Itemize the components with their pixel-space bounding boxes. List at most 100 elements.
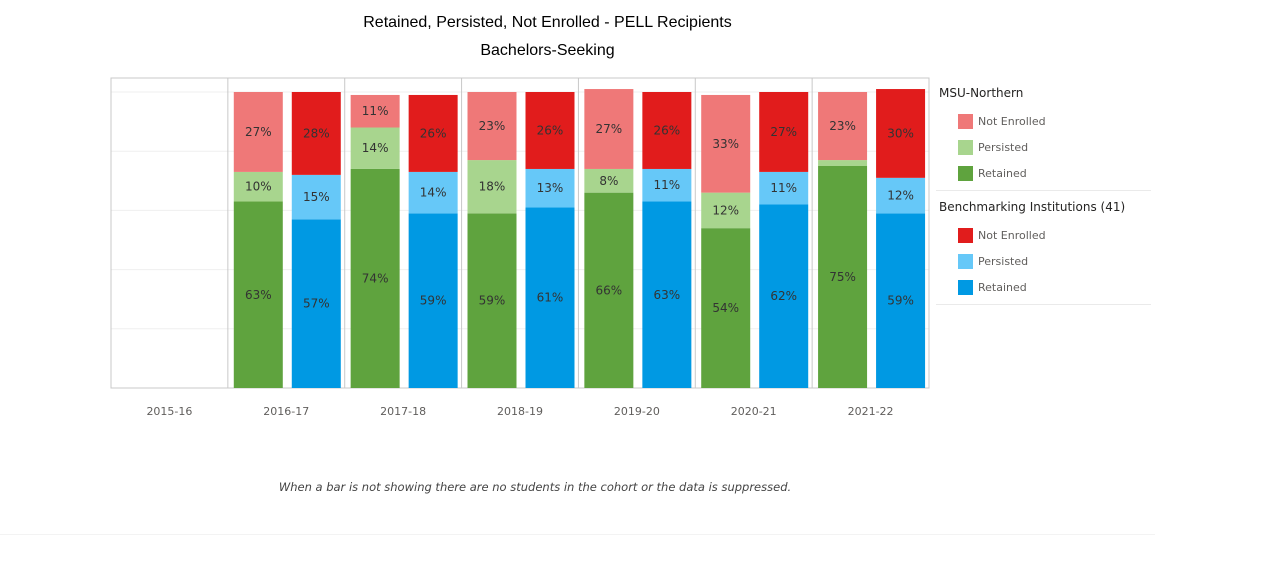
- bars: [233, 89, 926, 388]
- data-label: 62%: [770, 289, 797, 303]
- bar-segment-persisted: [467, 160, 517, 214]
- bar-segment-not-enrolled: [525, 92, 575, 169]
- legend-swatch: [958, 279, 973, 295]
- data-label: 61%: [537, 291, 564, 305]
- legend-title: Benchmarking Institutions (41): [939, 200, 1126, 214]
- legend-label: Retained: [978, 166, 1027, 180]
- bar-segment-retained: [584, 192, 634, 388]
- data-label: 27%: [596, 122, 623, 136]
- data-label: 57%: [303, 297, 330, 311]
- bar-segment-retained: [701, 228, 751, 388]
- x-tick-label: 2019-20: [614, 405, 660, 418]
- data-label: 59%: [420, 294, 447, 308]
- data-label: 13%: [537, 181, 564, 195]
- data-label: 30%: [887, 126, 914, 140]
- bar-segment-persisted: [584, 168, 634, 193]
- data-label: 75%: [829, 270, 856, 284]
- divider: [0, 534, 1155, 535]
- legend-swatch: [958, 253, 973, 269]
- legend-item-retained[interactable]: Retained: [936, 160, 1151, 186]
- bar-segment-retained: [818, 166, 868, 388]
- data-label: 54%: [712, 301, 739, 315]
- data-label: 11%: [362, 104, 389, 118]
- data-label: 26%: [654, 123, 681, 137]
- bar-segment-not-enrolled: [408, 94, 458, 172]
- bar-segment-not-enrolled: [701, 94, 751, 193]
- legend-title: MSU-Northern: [939, 86, 1024, 100]
- legend-item-retained[interactable]: Retained: [936, 274, 1151, 300]
- data-label: 18%: [479, 180, 506, 194]
- data-label: 27%: [770, 125, 797, 139]
- data-label: 14%: [362, 141, 389, 155]
- bar-segment-persisted: [291, 174, 341, 220]
- bar-segment-retained: [350, 168, 400, 388]
- data-label: 28%: [303, 126, 330, 140]
- data-labels: 63% 10% 27% 57% 15% 28% 74% 14% 11% 59% 14% 26% 59% 1…: [245, 104, 914, 315]
- bar-segment-persisted: [642, 168, 692, 202]
- data-label: 63%: [654, 288, 681, 302]
- data-label: 12%: [887, 189, 914, 203]
- data-label: 27%: [245, 125, 272, 139]
- legend-label: Persisted: [978, 140, 1029, 154]
- data-label: 11%: [654, 178, 681, 192]
- data-label: 26%: [420, 126, 447, 140]
- data-label: 26%: [537, 123, 564, 137]
- data-label: 59%: [887, 294, 914, 308]
- bar-segment-not-enrolled: [876, 89, 926, 178]
- data-label: 15%: [303, 190, 330, 204]
- data-label: 23%: [829, 119, 856, 133]
- bar-segment-persisted: [818, 160, 868, 166]
- bar-segment-persisted: [408, 171, 458, 214]
- bar-segment-retained: [876, 213, 926, 388]
- bar-segment-not-enrolled: [642, 92, 692, 169]
- x-tick-label: 2017-18: [380, 405, 426, 418]
- bar-segment-retained: [408, 213, 458, 388]
- data-label: 33%: [712, 137, 739, 151]
- legend-swatch: [958, 227, 973, 243]
- legend-label: Retained: [978, 280, 1027, 294]
- legend-item-not-enrolled[interactable]: Not Enrolled: [936, 108, 1151, 134]
- bar-segment-retained: [291, 219, 341, 388]
- bar-segment-retained: [642, 201, 692, 388]
- chart-title: Retained, Persisted, Not Enrolled - PELL…: [363, 14, 732, 31]
- data-label: 11%: [770, 181, 797, 195]
- bar-segment-not-enrolled: [233, 92, 283, 172]
- legend-item-persisted[interactable]: Persisted: [936, 248, 1151, 274]
- x-tick-label: 2015-16: [146, 405, 192, 418]
- x-tick-label: 2016-17: [263, 405, 309, 418]
- legend-swatch: [958, 165, 973, 181]
- data-label: 63%: [245, 288, 272, 302]
- x-tick-label: 2020-21: [731, 405, 777, 418]
- legend-benchmarking: Benchmarking Institutions (41) Not Enrol…: [936, 200, 1151, 305]
- x-axis-ticks: 2015-16 2016-17 2017-18 2018-19 2019-20 2020-…: [146, 405, 893, 418]
- plot-frame: [110, 77, 930, 389]
- bar-segment-not-enrolled: [350, 94, 400, 128]
- bar-segment-persisted: [876, 177, 926, 214]
- category-panels: [110, 77, 930, 389]
- data-label: 10%: [245, 180, 272, 194]
- bar-segment-not-enrolled: [584, 89, 634, 169]
- bar-segment-not-enrolled: [818, 92, 868, 161]
- bar-segment-retained: [759, 204, 809, 388]
- legend-msu-northern: MSU-Northern Not Enrolled Persisted Reta…: [936, 86, 1151, 191]
- data-label: 14%: [420, 186, 447, 200]
- bar-segment-persisted: [759, 171, 809, 205]
- bar-segment-persisted: [701, 192, 751, 229]
- legend-item-not-enrolled[interactable]: Not Enrolled: [936, 222, 1151, 248]
- legend-item-persisted[interactable]: Persisted: [936, 134, 1151, 160]
- bar-segment-not-enrolled: [291, 92, 341, 175]
- bar-segment-persisted: [350, 127, 400, 169]
- data-label: 59%: [479, 294, 506, 308]
- x-tick-label: 2018-19: [497, 405, 543, 418]
- bar-segment-persisted: [233, 171, 283, 202]
- legend-label: Persisted: [978, 254, 1029, 268]
- data-label: 66%: [596, 283, 623, 297]
- bar-segment-persisted: [525, 168, 575, 208]
- chart-subtitle: Bachelors-Seeking: [480, 42, 615, 59]
- bar-segment-retained: [467, 213, 517, 388]
- data-label: 8%: [599, 174, 618, 188]
- data-label: 12%: [712, 203, 739, 217]
- bar-segment-not-enrolled: [759, 92, 809, 172]
- bar-segment-retained: [233, 201, 283, 388]
